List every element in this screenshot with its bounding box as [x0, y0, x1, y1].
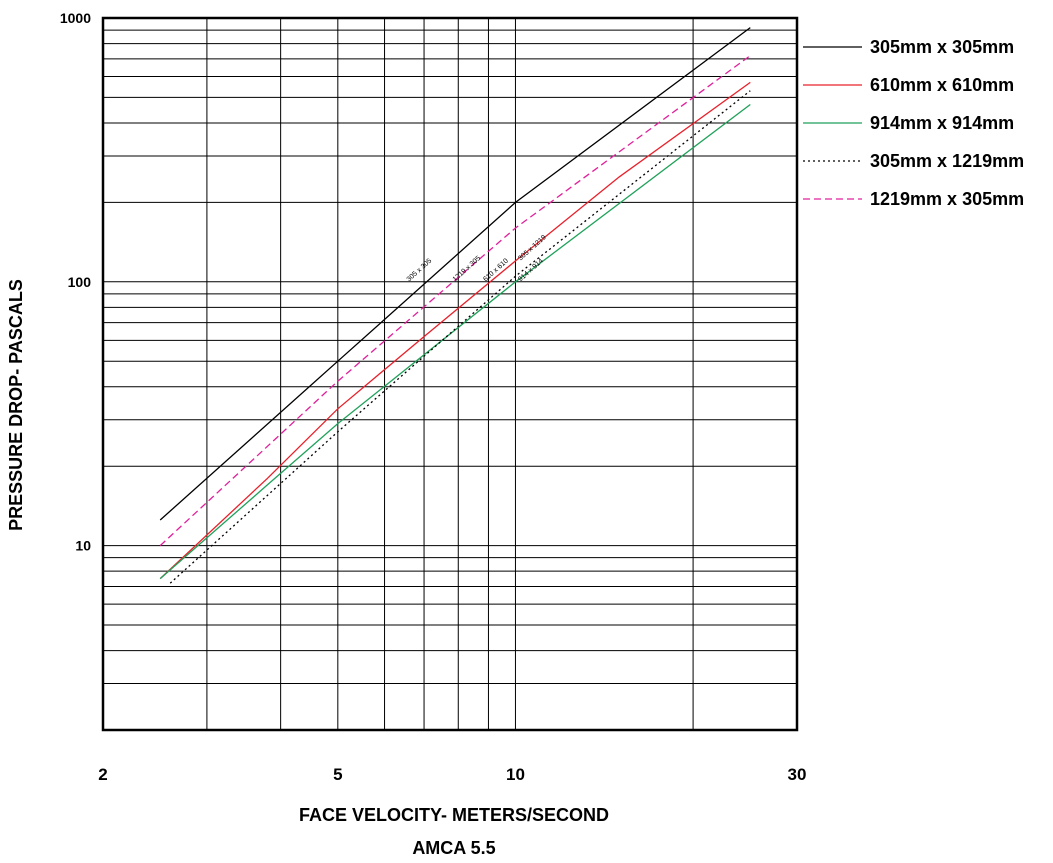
x-tick-label: 2	[98, 765, 107, 784]
series-lines	[159, 27, 751, 584]
x-tick-labels: 2 5 10 30	[98, 765, 806, 784]
series-line-4	[169, 90, 751, 584]
series-annotation: 305 x 1219	[517, 234, 548, 262]
x-tick-label: 30	[788, 765, 807, 784]
legend-label: 305mm x 305mm	[870, 37, 1014, 57]
legend-label: 1219mm x 305mm	[870, 189, 1024, 209]
legend-label: 610mm x 610mm	[870, 75, 1014, 95]
series-line-3	[159, 103, 751, 580]
y-tick-label: 1000	[60, 10, 91, 26]
series-line-5	[159, 55, 751, 547]
grid	[102, 18, 798, 731]
y-tick-label: 100	[68, 274, 92, 290]
series-annotation: 1219 x 305	[452, 255, 483, 283]
x-tick-label: 10	[506, 765, 525, 784]
legend: 305mm x 305mm 610mm x 610mm 914mm x 914mm 3…	[803, 37, 1024, 209]
x-tick-label: 5	[333, 765, 342, 784]
legend-label: 914mm x 914mm	[870, 113, 1014, 133]
x-axis-label: FACE VELOCITY- METERS/SECOND	[299, 805, 609, 825]
legend-label: 305mm x 1219mm	[870, 151, 1024, 171]
y-tick-label: 10	[75, 538, 91, 554]
chart-subtitle: AMCA 5.5	[412, 838, 495, 858]
series-line-1	[159, 27, 751, 521]
y-tick-labels: 10 100 1000	[60, 10, 91, 554]
y-axis-label: PRESSURE DROP- PASCALS	[6, 279, 26, 531]
series-line-2	[159, 81, 751, 580]
plot-frame	[101, 16, 799, 732]
series-annotation: 610 x 610	[482, 258, 510, 284]
